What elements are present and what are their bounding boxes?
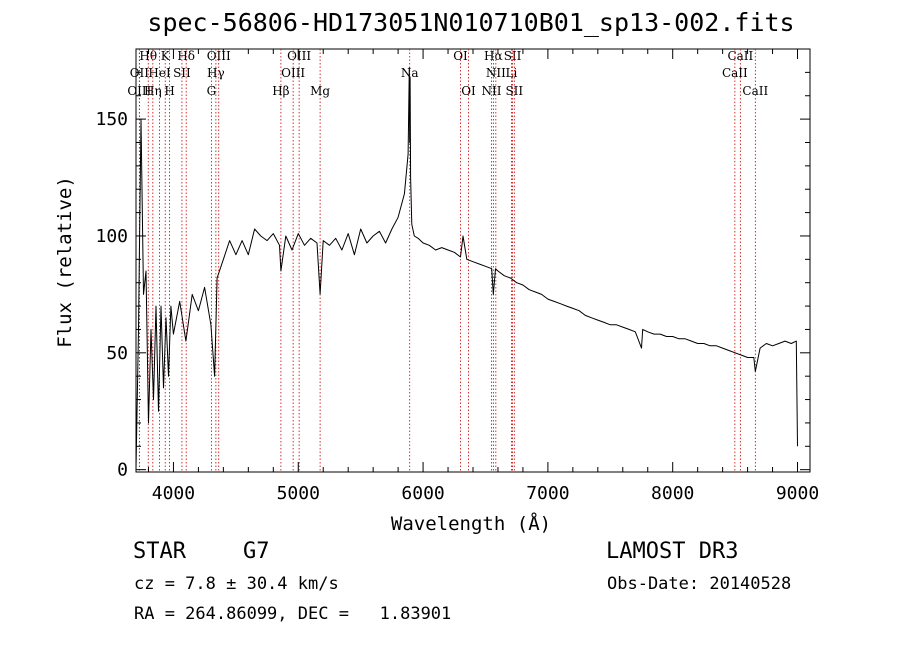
chart-title: spec-56806-HD173051N010710B01_sp13-002.f… (147, 8, 794, 37)
x-tick-label: 7000 (526, 483, 569, 504)
spectral-line-label: Hδ (177, 49, 195, 63)
redshift-cz: cz = 7.8 ± 30.4 km/s (134, 574, 339, 594)
spectral-line-label: OI (453, 49, 468, 63)
ra-dec: RA = 264.86099, DEC = 1.83901 (134, 604, 452, 624)
x-tick-label: 9000 (776, 483, 819, 504)
x-tick-label: 5000 (277, 483, 320, 504)
spectral-line-label: Hγ (207, 66, 225, 80)
survey-name: LAMOST DR3 (606, 539, 739, 564)
spectral-line-label: SII (505, 84, 523, 98)
spectral-line-label: CaII (727, 49, 753, 63)
spectral-line-label: OIII (281, 66, 305, 80)
spectral-line-label: G (207, 84, 217, 98)
spectral-line-label: SII (173, 66, 191, 80)
spectral-line-label: Hη (144, 84, 162, 98)
spectral-line-label: OIII (287, 49, 311, 63)
y-tick-label: 50 (106, 343, 128, 364)
spectral-line-label: H (164, 84, 174, 98)
object-subclass: G7 (243, 539, 270, 564)
spectral-line-label: OII (130, 66, 150, 80)
spectral-line-label: CaII (742, 84, 768, 98)
y-axis-label: Flux (relative) (54, 176, 76, 348)
spectral-line-label: Li (506, 66, 518, 80)
spectral-line-label: Hα (484, 49, 503, 63)
spectral-line-label: HeI (148, 66, 171, 80)
y-tick-label: 0 (117, 460, 128, 481)
x-tick-label: 6000 (401, 483, 444, 504)
object-class: STAR (133, 539, 186, 564)
series-layer (135, 67, 798, 470)
axis-ticks: 4000 5000 6000 7000 8000 9000 0 50 100 150 (95, 49, 819, 504)
x-tick-label: 8000 (651, 483, 694, 504)
spectral-line-label: NII (486, 66, 506, 80)
spectral-line-label: Mg (310, 84, 330, 98)
spectral-line-label: OIII (127, 84, 151, 98)
plot-frame (135, 48, 811, 473)
spectral-line-label: NII (481, 84, 501, 98)
observation-date: Obs-Date: 20140528 (607, 574, 792, 594)
spectral-line-label: SII (504, 49, 522, 63)
series-line (135, 67, 798, 470)
spectral-line-label: OIII (207, 49, 231, 63)
spectral-line-label: OI (461, 84, 476, 98)
x-tick-label: 4000 (152, 483, 195, 504)
y-tick-label: 100 (95, 226, 128, 247)
spectral-line-label: K (161, 49, 171, 63)
spectral-line-label: CaII (722, 66, 748, 80)
y-tick-label: 150 (95, 109, 128, 130)
x-axis-label: Wavelength (Å) (391, 512, 551, 535)
spectral-line-label: Hβ (272, 84, 289, 98)
